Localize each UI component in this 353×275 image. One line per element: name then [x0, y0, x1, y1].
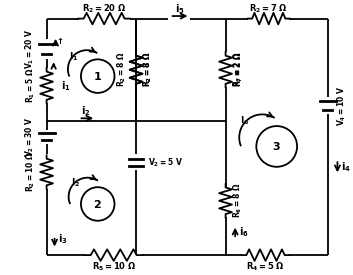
Text: $\mathbf{R_2 = 8\ \Omega}$: $\mathbf{R_2 = 8\ \Omega}$ [142, 52, 155, 87]
Text: $\mathbf{i_5}$: $\mathbf{i_5}$ [175, 2, 185, 16]
Text: $\mathbf{3}$: $\mathbf{3}$ [272, 141, 281, 152]
Text: $\mathbf{R_1 = 5\ \Omega}$: $\mathbf{R_1 = 5\ \Omega}$ [24, 68, 37, 103]
Text: $\mathbf{R_6 = 8\ \Omega}$: $\mathbf{R_6 = 8\ \Omega}$ [232, 183, 244, 218]
Text: $\mathbf{R_2 = 20\ \Omega}$: $\mathbf{R_2 = 20\ \Omega}$ [82, 3, 126, 15]
Text: $\mathbf{R_2 = 8\ \Omega}$: $\mathbf{R_2 = 8\ \Omega}$ [142, 52, 155, 87]
Text: $\mathbf{R_2 = 8\ \Omega}$: $\mathbf{R_2 = 8\ \Omega}$ [115, 52, 128, 87]
Text: $\mathbf{R_7 = 2\ \Omega}$: $\mathbf{R_7 = 2\ \Omega}$ [232, 52, 244, 87]
Text: $\mathbf{V_2 = 30\ V}$: $\mathbf{V_2 = 30\ V}$ [24, 117, 36, 157]
Text: $\mathbf{R_2 = 10\ \Omega}$: $\mathbf{R_2 = 10\ \Omega}$ [24, 152, 37, 192]
Text: $\mathbf{1}$: $\mathbf{1}$ [93, 70, 102, 82]
Text: $\mathbf{i_1}$: $\mathbf{i_1}$ [61, 79, 71, 93]
Text: $\mathbf{R_7 = 2\ \Omega}$: $\mathbf{R_7 = 2\ \Omega}$ [233, 52, 245, 87]
Text: $\mathbf{R_5 = 10\ \Omega}$: $\mathbf{R_5 = 10\ \Omega}$ [91, 260, 136, 273]
Text: $\mathbf{I_3}$: $\mathbf{I_3}$ [240, 115, 250, 127]
Text: $\mathbf{R_4 = 5\ \Omega}$: $\mathbf{R_4 = 5\ \Omega}$ [246, 260, 285, 273]
Text: $\mathbf{\uparrow}$: $\mathbf{\uparrow}$ [55, 35, 65, 46]
Text: $\mathbf{2}$: $\mathbf{2}$ [93, 198, 102, 210]
Text: $\mathbf{V_2 = 5\ V}$: $\mathbf{V_2 = 5\ V}$ [148, 156, 183, 169]
Text: $\mathbf{i_6}$: $\mathbf{i_6}$ [239, 225, 249, 239]
Text: $\mathbf{V_1 = 20\ V}$: $\mathbf{V_1 = 20\ V}$ [24, 29, 36, 69]
Text: $\mathbf{V_4 = 10\ V}$: $\mathbf{V_4 = 10\ V}$ [335, 86, 347, 126]
Text: $\mathbf{I_2}$: $\mathbf{I_2}$ [71, 177, 80, 189]
Text: $\mathbf{i_2}$: $\mathbf{i_2}$ [81, 104, 90, 117]
Text: $\mathbf{I_1}$: $\mathbf{I_1}$ [69, 50, 78, 62]
Text: $\mathbf{i_3}$: $\mathbf{i_3}$ [58, 232, 67, 246]
Text: $\mathbf{R_2 = 7\ \Omega}$: $\mathbf{R_2 = 7\ \Omega}$ [250, 3, 288, 15]
Text: $\mathbf{i_4}$: $\mathbf{i_4}$ [341, 160, 351, 174]
